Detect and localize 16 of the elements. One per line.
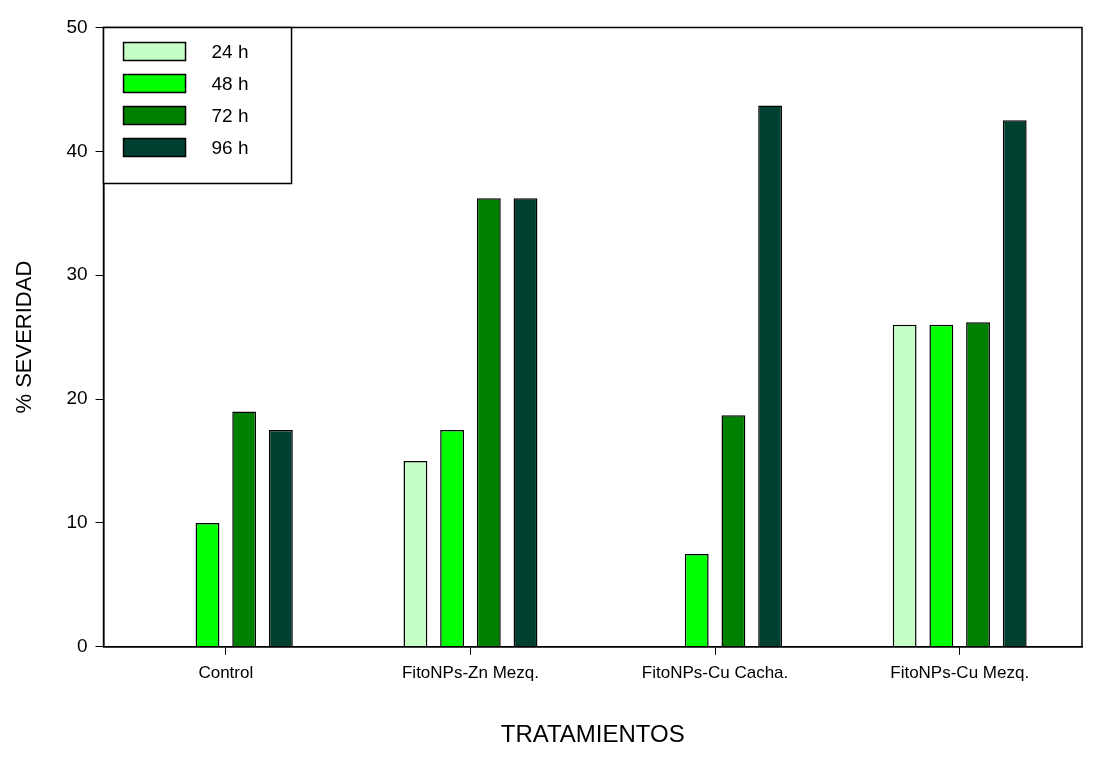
x-tick-label: FitoNPs-Zn Mezq. — [401, 662, 539, 682]
legend-label: 24 h — [211, 40, 249, 62]
x-tick-label: Control — [198, 662, 254, 682]
x-axis-title: TRATAMIENTOS — [500, 720, 685, 748]
y-tick-label: 30 — [66, 263, 88, 285]
y-tick-label: 50 — [66, 15, 88, 37]
x-tick-label: FitoNPs-Cu Mezq. — [890, 662, 1030, 682]
legend-label: 72 h — [211, 104, 249, 126]
y-tick-label: 10 — [66, 511, 88, 533]
y-tick-label: 40 — [66, 139, 88, 161]
x-tick-label: FitoNPs-Cu Cacha. — [641, 662, 789, 682]
y-axis-title: % SEVERIDAD — [11, 260, 37, 414]
y-tick-label: 0 — [76, 635, 88, 657]
legend-label: 96 h — [211, 136, 249, 158]
y-tick-label: 20 — [66, 387, 88, 409]
legend-label: 48 h — [211, 72, 249, 94]
